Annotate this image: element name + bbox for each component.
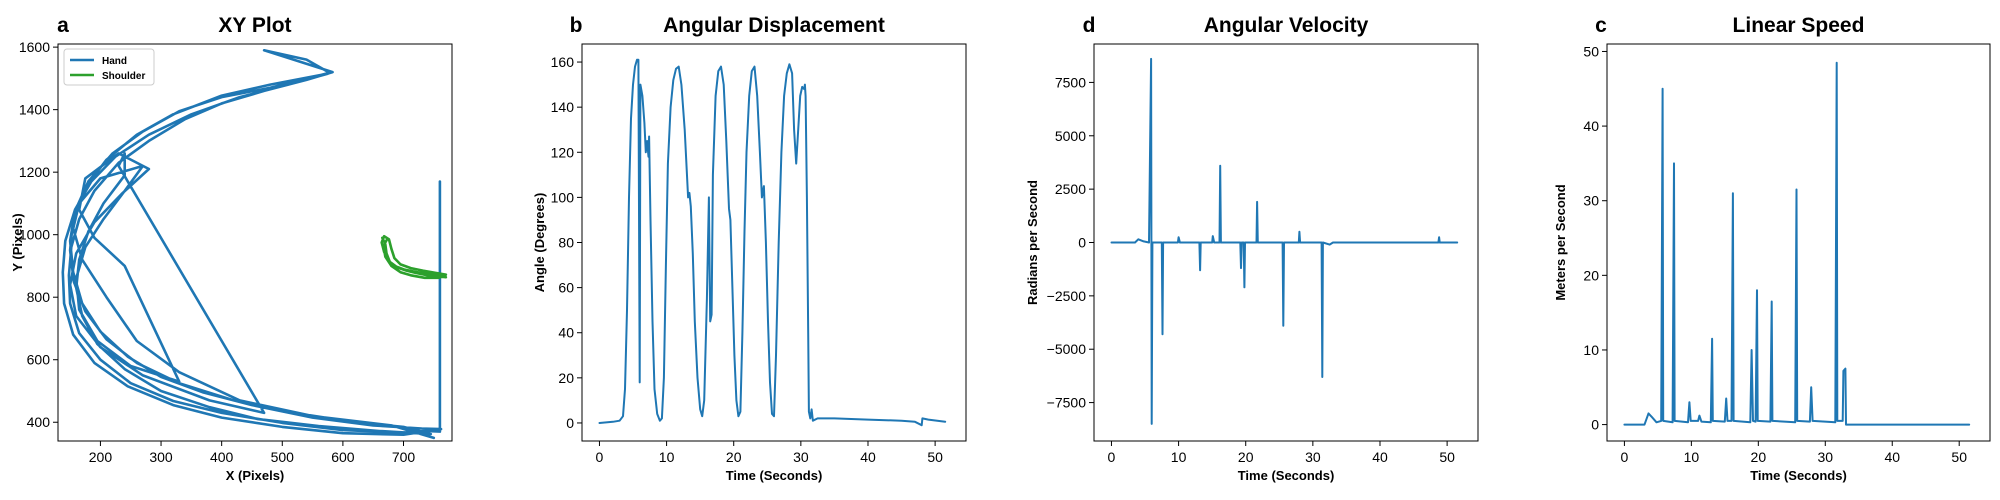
y-tick-label: 30 [1583,193,1599,209]
y-tick-label: 2500 [1055,181,1086,197]
chart-panel-c: 0 10 20 30 40 50 0 10 20 30 40 50 Linear Speed c Time … [1553,14,1991,483]
y-tick-label: 50 [1583,43,1599,59]
x-tick-label: 30 [793,449,809,465]
y-tick-label: 20 [558,370,574,386]
y-tick-label: 1200 [19,164,50,180]
series-line-d-0 [1110,57,1459,425]
x-tick-label: 50 [1439,449,1455,465]
y-tick-label: 60 [558,280,574,296]
x-tick-label: 10 [659,449,675,465]
chart-panel-d: 0 10 20 30 40 50 −7500 −5000 −2500 0 2500 5000 7500 A… [1025,14,1479,483]
y-tick-label: 40 [558,325,574,341]
y-tick-label: 40 [1583,118,1599,134]
panel-letter: c [1595,14,1607,37]
x-tick-label: 30 [1817,449,1833,465]
x-axis-label: Time (Seconds) [1238,468,1335,483]
chart-panel-a: 200 300 400 500 600 700 400 600 800 1000 1200 1400 1… [10,14,453,483]
chart-title: Linear Speed [1733,14,1865,37]
x-tick-label: 200 [89,449,113,465]
x-tick-label: 30 [1305,449,1321,465]
y-tick-label: 7500 [1055,74,1086,90]
x-tick-label: 0 [596,449,604,465]
y-tick-label: 1400 [19,102,50,118]
y-tick-label: −7500 [1047,395,1087,411]
x-tick-label: 300 [149,449,173,465]
chart-title: XY Plot [218,14,291,37]
legend-label-shoulder: Shoulder [102,71,145,82]
x-tick-label: 40 [860,449,876,465]
x-tick-label: 20 [1238,449,1254,465]
axes-frame [57,43,453,442]
y-tick-label: 600 [27,352,51,368]
x-axis-label: Time (Seconds) [726,468,823,483]
y-tick-label: 80 [558,235,574,251]
y-tick-label: −5000 [1047,341,1087,357]
x-tick-label: 40 [1372,449,1388,465]
x-tick-label: 600 [331,449,355,465]
x-tick-label: 10 [1684,449,1700,465]
y-tick-label: 1000 [19,227,50,243]
y-tick-label: 100 [551,189,575,205]
series-line-hand [61,49,443,440]
legend-label-hand: Hand [102,56,127,67]
panel-letter: d [1083,14,1096,37]
y-tick-label: 0 [566,415,574,431]
x-tick-label: 40 [1884,449,1900,465]
x-tick-label: 500 [271,449,295,465]
x-tick-label: 50 [927,449,943,465]
y-axis-label: Meters per Second [1553,184,1568,300]
chart-panel-b: 0 10 20 30 40 50 0 20 40 60 80 100 120 140 160 Angular … [532,14,967,483]
y-tick-label: −2500 [1047,288,1087,304]
y-axis-label: Radians per Second [1025,180,1040,305]
panel-letter: a [57,14,69,37]
y-tick-label: 120 [551,144,575,160]
x-tick-label: 700 [392,449,416,465]
y-tick-label: 20 [1583,267,1599,283]
series-line-b-0 [598,58,947,427]
x-tick-label: 50 [1951,449,1967,465]
y-tick-label: 5000 [1055,128,1086,144]
x-axis-label: X (Pixels) [226,468,285,483]
x-axis-label: Time (Seconds) [1750,468,1847,483]
axes-frame [1606,43,1991,442]
y-tick-label: 140 [551,99,575,115]
panel-letter: b [570,14,583,37]
x-tick-label: 20 [1751,449,1767,465]
series-line-c-0 [1623,61,1971,426]
x-tick-label: 10 [1171,449,1187,465]
y-tick-label: 160 [551,54,575,70]
chart-title: Angular Velocity [1204,14,1369,37]
y-tick-label: 10 [1583,342,1599,358]
y-tick-label: 400 [27,414,51,430]
series-line-shoulder [380,234,448,280]
chart-title: Angular Displacement [663,14,885,37]
y-tick-label: 0 [1591,417,1599,433]
x-tick-label: 0 [1621,449,1629,465]
y-tick-label: 0 [1078,235,1086,251]
x-tick-label: 400 [210,449,234,465]
y-axis-label: Angle (Degrees) [532,193,547,293]
x-tick-label: 0 [1108,449,1116,465]
y-tick-label: 800 [27,289,51,305]
x-tick-label: 20 [726,449,742,465]
y-axis-label: Y (Pixels) [10,213,25,271]
legend: Hand Shoulder [63,48,155,86]
y-tick-label: 1600 [19,39,50,55]
